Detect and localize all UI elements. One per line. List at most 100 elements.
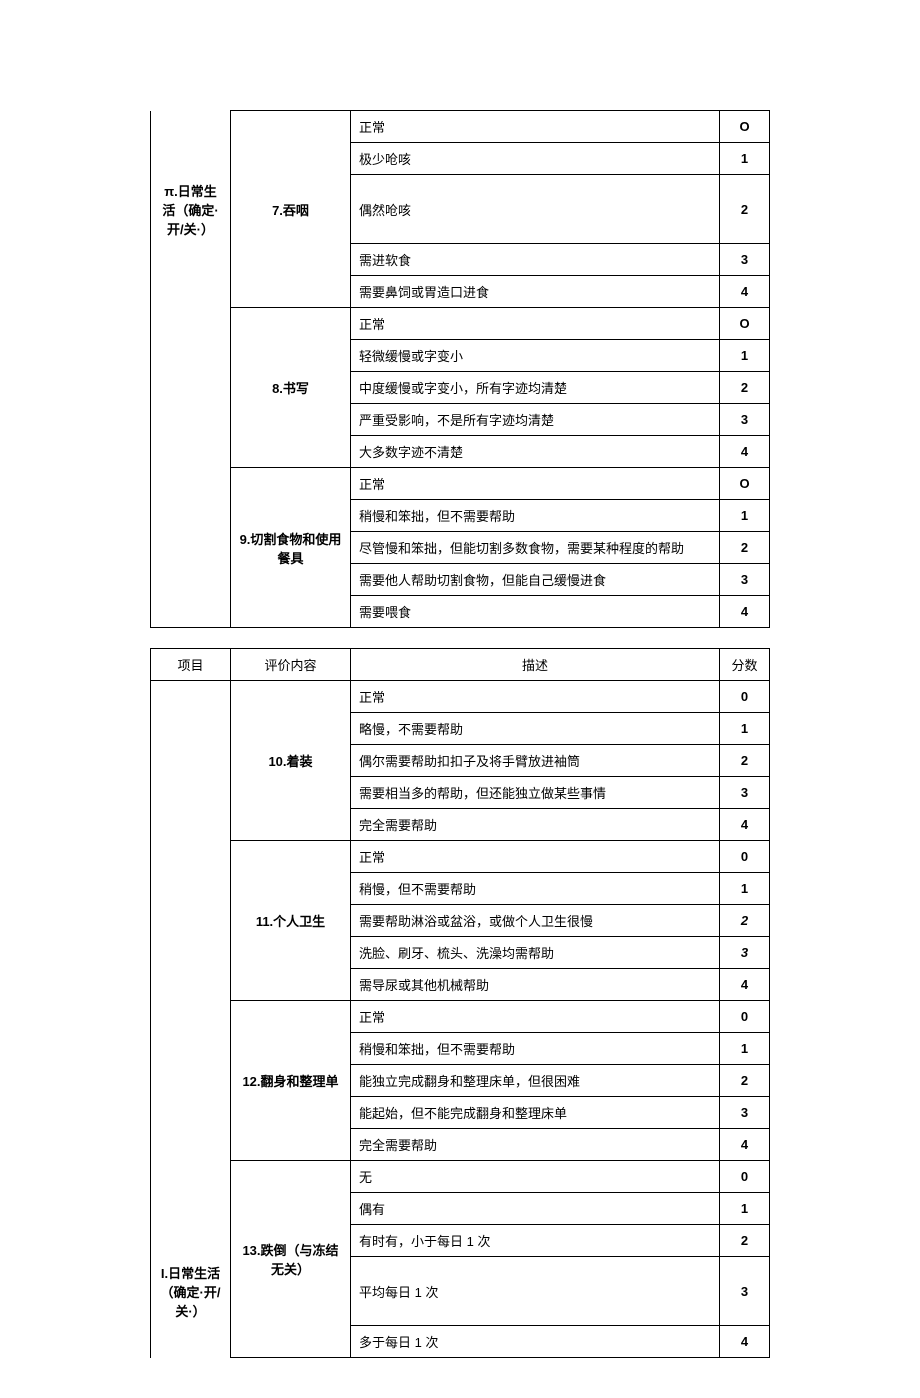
score-cell: 1	[720, 340, 770, 372]
table-row: 10.着装 正常 0	[151, 681, 770, 713]
score-cell: 0	[720, 1161, 770, 1193]
header-row: 项目 评价内容 描述 分数	[151, 649, 770, 681]
score-cell: 2	[720, 532, 770, 564]
item-label: 11.个人卫生	[231, 841, 351, 1001]
empty-cell	[151, 340, 231, 372]
empty-cell	[151, 436, 231, 468]
score-cell: O	[720, 308, 770, 340]
empty-cell	[151, 244, 231, 276]
desc-cell: 需要喂食	[351, 596, 720, 628]
desc-cell: 严重受影响，不是所有字迹均清楚	[351, 404, 720, 436]
score-cell: 3	[720, 937, 770, 969]
category-label: π.日常生活（确定·开/关·）	[151, 175, 231, 244]
score-cell: O	[720, 468, 770, 500]
score-cell: 3	[720, 564, 770, 596]
score-cell: 3	[720, 777, 770, 809]
score-cell: 1	[720, 500, 770, 532]
desc-cell: 需要帮助淋浴或盆浴，或做个人卫生很慢	[351, 905, 720, 937]
score-cell: 3	[720, 244, 770, 276]
table-row: 8.书写 正常 O	[151, 308, 770, 340]
desc-cell: 稍慢和笨拙，但不需要帮助	[351, 1033, 720, 1065]
score-cell: 2	[720, 1225, 770, 1257]
table-row: 9.切割食物和使用餐具 正常 O	[151, 468, 770, 500]
score-cell: 2	[720, 905, 770, 937]
score-cell: 2	[720, 1065, 770, 1097]
empty-cell	[151, 681, 231, 713]
empty-cell	[151, 143, 231, 175]
desc-cell: 中度缓慢或字变小，所有字迹均清楚	[351, 372, 720, 404]
desc-cell: 偶尔需要帮助扣扣子及将手臂放进袖筒	[351, 745, 720, 777]
desc-cell: 轻微缓慢或字变小	[351, 340, 720, 372]
score-cell: 3	[720, 1257, 770, 1326]
desc-cell: 正常	[351, 111, 720, 143]
item-label: 9.切割食物和使用餐具	[231, 468, 351, 628]
score-cell: 2	[720, 745, 770, 777]
desc-cell: 偶然呛咳	[351, 175, 720, 244]
desc-cell: 完全需要帮助	[351, 1129, 720, 1161]
table-row: 12.翻身和整理单 正常 0	[151, 1001, 770, 1033]
score-cell: 4	[720, 596, 770, 628]
empty-cell	[151, 404, 231, 436]
empty-cell	[151, 596, 231, 628]
header-item: 评价内容	[231, 649, 351, 681]
desc-cell: 尽管慢和笨拙，但能切割多数食物，需要某种程度的帮助	[351, 532, 720, 564]
desc-cell: 无	[351, 1161, 720, 1193]
score-cell: 4	[720, 1326, 770, 1358]
score-cell: 4	[720, 1129, 770, 1161]
item-label: 8.书写	[231, 308, 351, 468]
item-label: 10.着装	[231, 681, 351, 841]
desc-cell: 完全需要帮助	[351, 809, 720, 841]
empty-cell	[151, 500, 231, 532]
score-cell: 2	[720, 175, 770, 244]
assessment-table-1: 7.吞咽 正常 O 极少呛咳 1 π.日常生活（确定·开/关·） 偶然呛咳 2 …	[150, 110, 770, 628]
header-desc: 描述	[351, 649, 720, 681]
desc-cell: 正常	[351, 681, 720, 713]
empty-cell	[151, 276, 231, 308]
desc-cell: 能起始，但不能完成翻身和整理床单	[351, 1097, 720, 1129]
desc-cell: 需导尿或其他机械帮助	[351, 969, 720, 1001]
desc-cell: 需进软食	[351, 244, 720, 276]
score-cell: 1	[720, 1033, 770, 1065]
score-cell: 1	[720, 873, 770, 905]
desc-cell: 需要相当多的帮助，但还能独立做某些事情	[351, 777, 720, 809]
empty-cell	[151, 308, 231, 340]
item-label: 13.跌倒（与冻结无关）	[231, 1161, 351, 1358]
score-cell: 4	[720, 969, 770, 1001]
desc-cell: 稍慢，但不需要帮助	[351, 873, 720, 905]
score-cell: 1	[720, 713, 770, 745]
score-cell: 1	[720, 1193, 770, 1225]
desc-cell: 稍慢和笨拙，但不需要帮助	[351, 500, 720, 532]
desc-cell: 正常	[351, 308, 720, 340]
empty-cell	[151, 468, 231, 500]
score-cell: 2	[720, 372, 770, 404]
desc-cell: 需要鼻饲或胃造口进食	[351, 276, 720, 308]
score-cell: 0	[720, 1001, 770, 1033]
page-container: 7.吞咽 正常 O 极少呛咳 1 π.日常生活（确定·开/关·） 偶然呛咳 2 …	[0, 0, 920, 1398]
header-category: 项目	[151, 649, 231, 681]
item-label: 12.翻身和整理单	[231, 1001, 351, 1161]
score-cell: 4	[720, 436, 770, 468]
score-cell: 0	[720, 841, 770, 873]
desc-cell: 大多数字迹不清楚	[351, 436, 720, 468]
desc-cell: 洗脸、刷牙、梳头、洗澡均需帮助	[351, 937, 720, 969]
empty-cell	[151, 532, 231, 564]
table-row: 11.个人卫生 正常 0	[151, 841, 770, 873]
empty-cell	[151, 111, 231, 143]
score-cell: 3	[720, 1097, 770, 1129]
desc-cell: 偶有	[351, 1193, 720, 1225]
desc-cell: 平均每日 1 次	[351, 1257, 720, 1326]
assessment-table-2: 项目 评价内容 描述 分数 10.着装 正常 0 略慢，不需要帮助 1 偶尔需要…	[150, 648, 770, 1358]
item-label: 7.吞咽	[231, 111, 351, 308]
score-cell: 3	[720, 404, 770, 436]
score-cell: 1	[720, 143, 770, 175]
score-cell: 4	[720, 809, 770, 841]
desc-cell: 极少呛咳	[351, 143, 720, 175]
desc-cell: 需要他人帮助切割食物，但能自己缓慢进食	[351, 564, 720, 596]
table-row: 13.跌倒（与冻结无关） 无 0	[151, 1161, 770, 1193]
desc-cell: 正常	[351, 1001, 720, 1033]
desc-cell: 正常	[351, 468, 720, 500]
desc-cell: 有时有，小于每日 1 次	[351, 1225, 720, 1257]
score-cell: 4	[720, 276, 770, 308]
header-score: 分数	[720, 649, 770, 681]
table-row: 7.吞咽 正常 O	[151, 111, 770, 143]
